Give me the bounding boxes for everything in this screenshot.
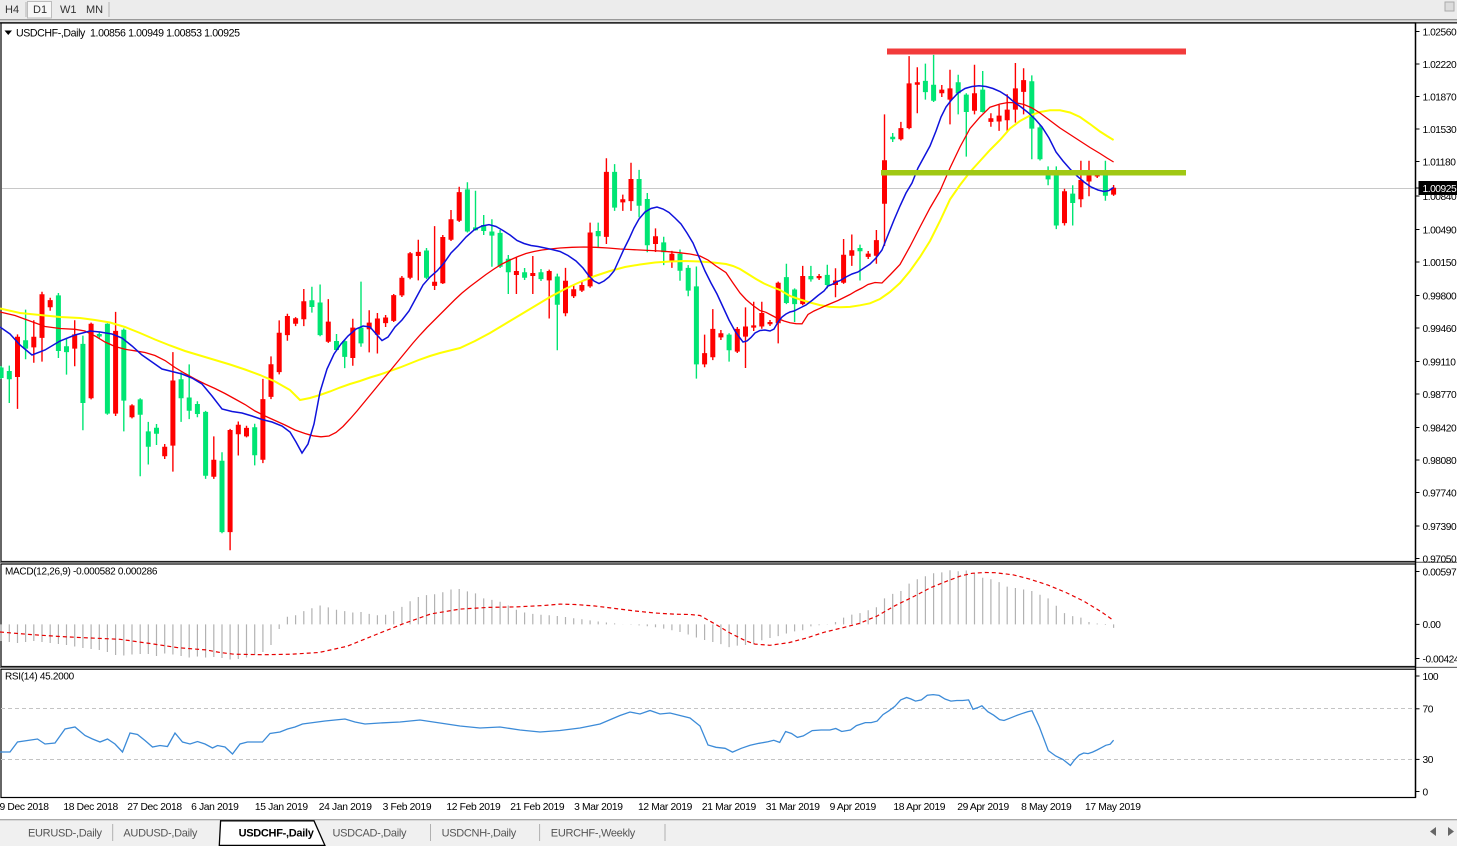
svg-text:3 Feb 2019: 3 Feb 2019 <box>383 802 432 813</box>
svg-text:0: 0 <box>1423 787 1429 798</box>
svg-text:27 Dec 2018: 27 Dec 2018 <box>127 802 182 813</box>
svg-text:3 Mar 2019: 3 Mar 2019 <box>574 802 623 813</box>
svg-text:1.00150: 1.00150 <box>1423 258 1457 269</box>
svg-text:8 May 2019: 8 May 2019 <box>1021 802 1072 813</box>
svg-text:D1: D1 <box>33 4 47 16</box>
svg-text:21 Mar 2019: 21 Mar 2019 <box>702 802 757 813</box>
svg-text:18 Dec 2018: 18 Dec 2018 <box>63 802 118 813</box>
svg-text:31 Mar 2019: 31 Mar 2019 <box>766 802 821 813</box>
svg-text:-0.00424: -0.00424 <box>1423 654 1457 665</box>
svg-text:0.99110: 0.99110 <box>1423 357 1457 368</box>
svg-text:0.98770: 0.98770 <box>1423 390 1457 401</box>
svg-text:0.97390: 0.97390 <box>1423 522 1457 533</box>
svg-text:0.99460: 0.99460 <box>1423 324 1457 335</box>
svg-text:1.02220: 1.02220 <box>1423 60 1457 71</box>
svg-text:0.97050: 0.97050 <box>1423 554 1457 565</box>
svg-text:1.01530: 1.01530 <box>1423 125 1457 136</box>
svg-text:USDCHF-,Daily 1.00856 1.00949: USDCHF-,Daily 1.00856 1.00949 1.00853 1.… <box>16 28 240 40</box>
svg-text:17 May 2019: 17 May 2019 <box>1085 802 1141 813</box>
svg-text:EURCHF-,Weekly: EURCHF-,Weekly <box>551 828 636 840</box>
svg-text:70: 70 <box>1423 705 1434 716</box>
svg-text:USDCNH-,Daily: USDCNH-,Daily <box>442 828 517 840</box>
svg-text:9 Apr 2019: 9 Apr 2019 <box>830 802 877 813</box>
svg-text:1.01870: 1.01870 <box>1423 92 1457 103</box>
svg-text:6 Jan 2019: 6 Jan 2019 <box>191 802 239 813</box>
svg-text:0.97740: 0.97740 <box>1423 488 1457 499</box>
svg-text:EURUSD-,Daily: EURUSD-,Daily <box>28 828 103 840</box>
svg-text:100: 100 <box>1423 672 1439 683</box>
svg-text:1.00925: 1.00925 <box>1423 184 1457 195</box>
svg-text:29 Apr 2019: 29 Apr 2019 <box>957 802 1009 813</box>
svg-text:RSI(14) 45.2000: RSI(14) 45.2000 <box>5 672 75 683</box>
svg-text:AUDUSD-,Daily: AUDUSD-,Daily <box>123 828 198 840</box>
svg-text:USDCAD-,Daily: USDCAD-,Daily <box>333 828 408 840</box>
svg-text:15 Jan 2019: 15 Jan 2019 <box>255 802 308 813</box>
svg-text:12 Feb 2019: 12 Feb 2019 <box>446 802 501 813</box>
svg-text:W1: W1 <box>60 4 77 16</box>
svg-text:USDCHF-,Daily: USDCHF-,Daily <box>239 828 315 840</box>
svg-text:H4: H4 <box>5 4 19 16</box>
svg-text:18 Apr 2019: 18 Apr 2019 <box>893 802 945 813</box>
svg-text:1.00490: 1.00490 <box>1423 225 1457 236</box>
svg-text:MN: MN <box>86 4 103 16</box>
svg-text:0.00597: 0.00597 <box>1423 567 1457 578</box>
svg-text:12 Mar 2019: 12 Mar 2019 <box>638 802 693 813</box>
svg-text:0.98420: 0.98420 <box>1423 423 1457 434</box>
svg-text:1.00840: 1.00840 <box>1423 192 1457 203</box>
svg-text:MACD(12,26,9) -0.000582 0.0002: MACD(12,26,9) -0.000582 0.000286 <box>5 567 158 578</box>
svg-text:30: 30 <box>1423 755 1434 766</box>
svg-text:0.00: 0.00 <box>1423 620 1442 631</box>
svg-text:1.02560: 1.02560 <box>1423 27 1457 38</box>
svg-text:1.01180: 1.01180 <box>1423 157 1457 168</box>
svg-text:9 Dec 2018: 9 Dec 2018 <box>0 802 49 813</box>
svg-text:21 Feb 2019: 21 Feb 2019 <box>510 802 565 813</box>
svg-text:0.98080: 0.98080 <box>1423 456 1457 467</box>
svg-text:24 Jan 2019: 24 Jan 2019 <box>319 802 372 813</box>
svg-text:0.99800: 0.99800 <box>1423 291 1457 302</box>
